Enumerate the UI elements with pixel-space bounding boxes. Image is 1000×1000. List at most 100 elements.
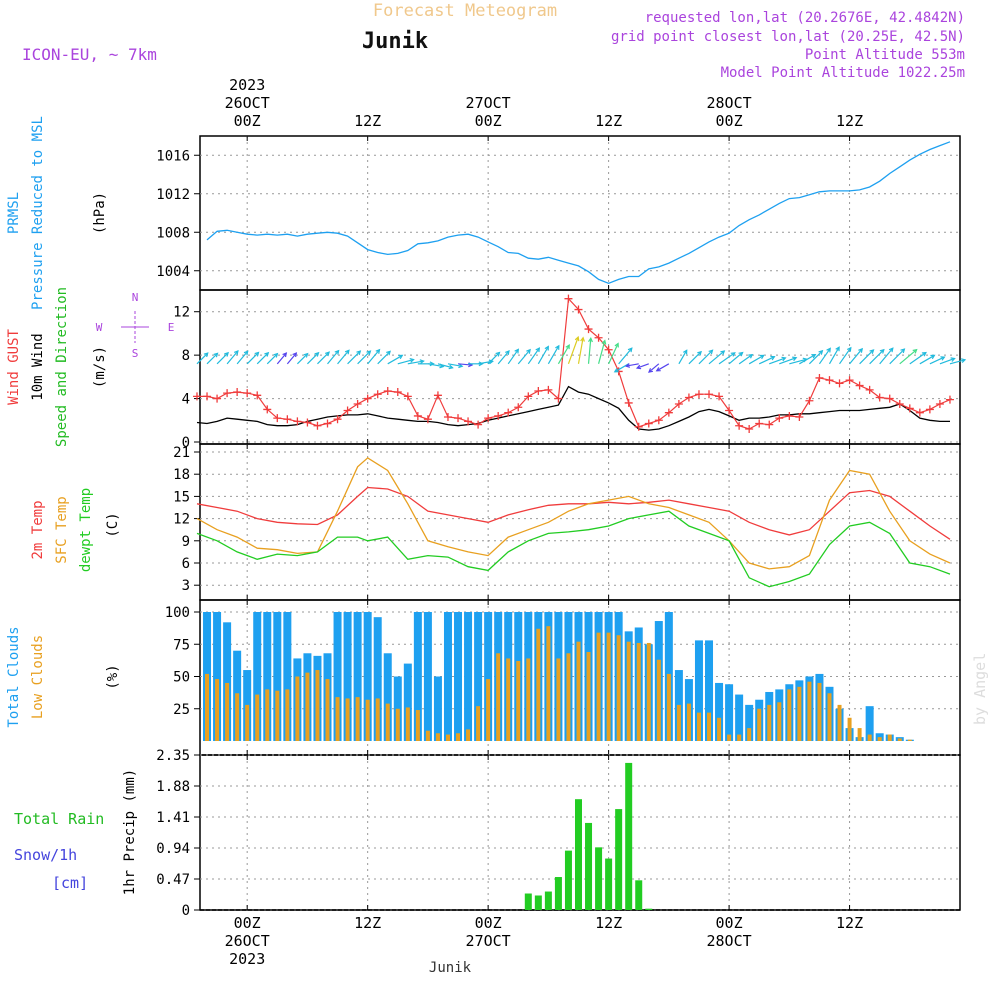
wind-arrow-head bbox=[940, 356, 946, 361]
temp-label-0: 2m Temp bbox=[30, 500, 46, 559]
wind-label-0: Wind GUST bbox=[6, 329, 22, 405]
wind-arrow bbox=[758, 356, 775, 365]
wind-arrow bbox=[718, 352, 736, 365]
info-line-1: requested lon,lat (20.2676E, 42.4842N) bbox=[645, 10, 965, 26]
low-cloud-bar bbox=[797, 686, 802, 741]
wind-speed-line bbox=[196, 385, 950, 431]
wind-arrow bbox=[216, 352, 229, 365]
clouds-ytick-label: 100 bbox=[165, 605, 190, 621]
gust-marker bbox=[353, 400, 362, 408]
gust-marker bbox=[504, 408, 513, 417]
wind-arrow-head bbox=[588, 337, 593, 343]
gust-marker bbox=[694, 390, 703, 399]
temp-ytick-label: 15 bbox=[173, 489, 190, 505]
wind-arrow bbox=[206, 352, 218, 365]
wind-arrow bbox=[327, 350, 340, 365]
wind-arrow-head bbox=[759, 354, 765, 360]
top-time-label: 26OCT bbox=[225, 94, 270, 112]
wind-ytick-label: 12 bbox=[173, 305, 190, 321]
low-cloud-bar bbox=[345, 698, 350, 741]
low-cloud-bar bbox=[757, 708, 762, 741]
compass-west-label: W bbox=[96, 321, 103, 334]
wind-arrow bbox=[748, 354, 765, 365]
wind-arrow-head bbox=[811, 353, 817, 359]
gust-marker bbox=[664, 408, 673, 417]
gust-marker bbox=[273, 414, 282, 423]
wind-arrow-head bbox=[950, 357, 956, 362]
rain-bar bbox=[595, 847, 603, 910]
wind-arrow-head bbox=[334, 349, 340, 355]
rain-bar bbox=[585, 822, 593, 910]
low-cloud-bar bbox=[265, 689, 270, 741]
low-cloud-bar bbox=[666, 673, 671, 741]
top-time-label: 2023 bbox=[229, 76, 265, 94]
temp-ytick-label: 18 bbox=[173, 467, 190, 483]
credit-watermark: by Angel bbox=[971, 653, 989, 725]
wind-arrow-head bbox=[243, 350, 249, 356]
wind-arrow bbox=[577, 337, 584, 364]
low-cloud-bar bbox=[526, 658, 531, 741]
total-cloud-bar bbox=[433, 676, 442, 741]
low-cloud-bar bbox=[576, 641, 581, 741]
wind-arrow-head bbox=[325, 351, 331, 357]
low-cloud-bar bbox=[817, 682, 822, 741]
wind-arrow-head bbox=[879, 348, 885, 354]
wind-arrow-head bbox=[869, 349, 875, 354]
gust-marker bbox=[454, 414, 463, 423]
top-time-label: 12Z bbox=[836, 112, 863, 130]
top-time-label: 28OCT bbox=[707, 94, 752, 112]
gust-marker bbox=[855, 381, 864, 390]
gust-marker bbox=[895, 400, 904, 408]
gust-marker bbox=[564, 294, 573, 303]
low-cloud-bar bbox=[405, 707, 410, 741]
rain-bar bbox=[635, 880, 643, 910]
low-cloud-bar bbox=[295, 676, 300, 741]
wind-arrow bbox=[849, 348, 863, 365]
gust-marker bbox=[935, 400, 944, 408]
precip-ytick-label: 0.94 bbox=[156, 841, 190, 857]
low-cloud-bar bbox=[425, 730, 430, 741]
wind-arrow-head bbox=[781, 356, 787, 362]
wind-arrow-head bbox=[835, 346, 840, 352]
rain-bar bbox=[554, 877, 562, 910]
low-cloud-bar bbox=[235, 693, 240, 741]
total-cloud-bar bbox=[413, 612, 422, 741]
wind-arrow-head bbox=[409, 358, 415, 363]
gust-marker bbox=[604, 345, 613, 354]
wind-arrow bbox=[949, 359, 966, 365]
rain-bar bbox=[625, 762, 633, 910]
total-cloud-bar bbox=[464, 612, 473, 741]
wind-arrow-head bbox=[580, 336, 585, 342]
wind-arrow bbox=[437, 363, 453, 369]
low-cloud-bar bbox=[696, 712, 701, 741]
wind-arrow-head bbox=[574, 335, 580, 342]
low-cloud-bar bbox=[516, 661, 521, 741]
wind-arrow-head bbox=[846, 346, 852, 352]
wind-arrow-head bbox=[488, 359, 494, 365]
gust-marker bbox=[423, 415, 432, 424]
wind-arrow bbox=[708, 350, 725, 365]
wind-arrow bbox=[246, 352, 259, 365]
wind-arrow-head bbox=[888, 347, 894, 353]
temp-line-1 bbox=[196, 457, 951, 570]
wind-arrow-head bbox=[555, 344, 560, 350]
low-cloud-bar bbox=[556, 658, 561, 741]
gust-marker bbox=[885, 394, 894, 403]
compass-north-label: N bbox=[132, 291, 139, 304]
wind-arrow bbox=[626, 363, 639, 367]
gust-marker bbox=[634, 422, 643, 431]
total-cloud-bar bbox=[705, 640, 714, 741]
gust-marker bbox=[875, 393, 884, 402]
gust-marker bbox=[544, 385, 553, 394]
wind-arrow bbox=[427, 363, 444, 368]
total-cloud-bar bbox=[474, 612, 483, 741]
low-cloud-bar bbox=[355, 697, 360, 741]
wind-arrow-head bbox=[544, 345, 549, 351]
wind-arrow bbox=[899, 349, 918, 365]
wind-arrow-head bbox=[375, 348, 381, 354]
low-cloud-bar bbox=[707, 712, 712, 741]
wind-arrow-head bbox=[697, 350, 702, 356]
gust-marker bbox=[464, 417, 473, 426]
gust-marker bbox=[765, 420, 774, 429]
wind-arrow-head bbox=[748, 353, 754, 359]
